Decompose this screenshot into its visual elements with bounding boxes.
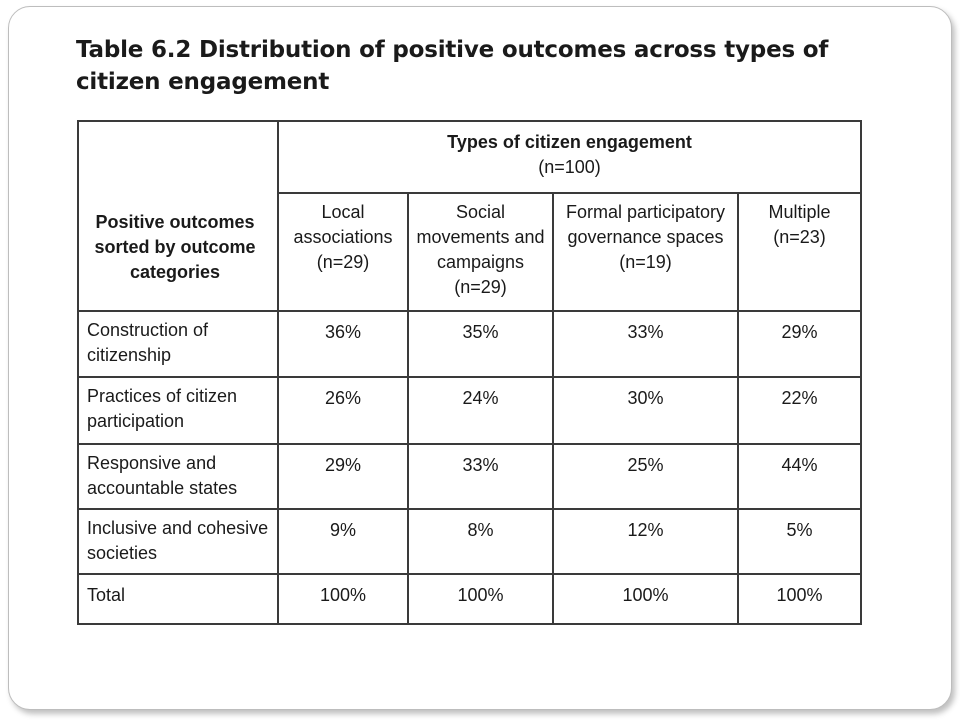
column-header-label: Multiple (768, 202, 831, 222)
row-label: Total (77, 573, 279, 625)
header-row-group: Positive outcomes sorted by outcome cate… (77, 120, 863, 312)
column-header-label: Formal participatory governance spaces (565, 202, 726, 247)
column-header: Local associations (n=29) (277, 192, 409, 312)
table-cell: 36% (277, 310, 409, 378)
table-cell: 33% (552, 310, 739, 378)
table-cell: 44% (736, 443, 863, 510)
total-row: Total 100% 100% 100% 100% (77, 573, 863, 625)
column-header-label: Social movements and campaigns (416, 202, 545, 272)
table-cell: 100% (277, 573, 409, 625)
table-cell: 29% (736, 310, 863, 378)
table-cell: 9% (277, 508, 409, 575)
row-label: Responsive and accountable states (77, 443, 279, 510)
column-header-label: Local associations (293, 202, 393, 247)
table-title: Table 6.2 Distribution of positive outco… (76, 37, 829, 95)
table-cell: 22% (736, 376, 863, 445)
row-label: Construction of citizenship (77, 310, 279, 378)
row-label: Practices of citizen participation (77, 376, 279, 445)
table-cell: 5% (736, 508, 863, 575)
header-row-columns: Local associations (n=29) Social movemen… (78, 192, 863, 312)
table-cell: 26% (277, 376, 409, 445)
column-header: Formal participatory governance spaces (… (552, 192, 739, 312)
outcomes-table: Positive outcomes sorted by outcome cate… (77, 120, 863, 625)
table-row: Construction of citizenship 36% 35% 33% … (77, 310, 863, 378)
column-header: Social movements and campaigns (n=29) (407, 192, 554, 312)
table-cell: 35% (407, 310, 554, 378)
table-cell: 33% (407, 443, 554, 510)
table-cell: 8% (407, 508, 554, 575)
group-header-cell: Types of citizen engagement (n=100) (276, 120, 863, 194)
table-cell: 12% (552, 508, 739, 575)
table-row: Responsive and accountable states 29% 33… (77, 443, 863, 510)
column-header-count: (n=29) (454, 277, 507, 297)
row-header-label: Positive outcomes sorted by outcome cate… (94, 211, 256, 282)
row-header-cell: Positive outcomes sorted by outcome cate… (77, 120, 279, 312)
row-label: Inclusive and cohesive societies (77, 508, 279, 575)
table-cell: 100% (736, 573, 863, 625)
group-header-count: (n=100) (538, 157, 601, 177)
table-cell: 30% (552, 376, 739, 445)
table-cell: 24% (407, 376, 554, 445)
column-header: Multiple (n=23) (736, 192, 863, 312)
table-row: Practices of citizen participation 26% 2… (77, 376, 863, 445)
column-header-count: (n=23) (773, 227, 826, 247)
table-cell: 100% (407, 573, 554, 625)
table-cell: 100% (552, 573, 739, 625)
group-header-label: Types of citizen engagement (447, 132, 692, 152)
table-row: Inclusive and cohesive societies 9% 8% 1… (77, 508, 863, 575)
table-cell: 29% (277, 443, 409, 510)
table-cell: 25% (552, 443, 739, 510)
column-header-count: (n=19) (619, 252, 672, 272)
column-header-count: (n=29) (316, 252, 370, 272)
